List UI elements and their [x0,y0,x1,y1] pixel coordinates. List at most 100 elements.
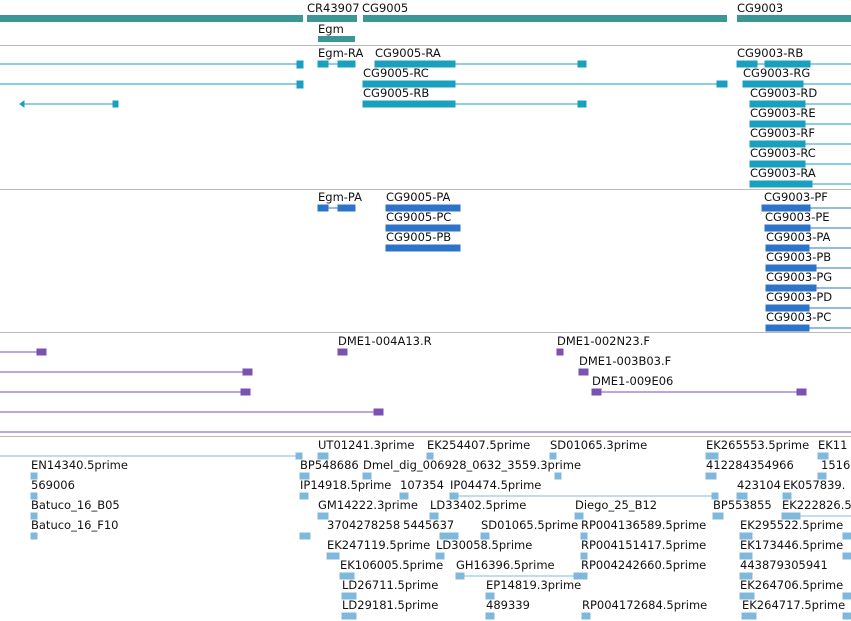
clone-end[interactable] [242,368,253,376]
transcript-exon[interactable] [742,80,804,88]
est-block[interactable] [480,532,490,540]
est-block[interactable] [299,532,311,540]
protein-exon[interactable] [765,264,817,272]
est-block[interactable] [842,552,851,560]
protein-exon[interactable] [385,244,461,252]
est-block[interactable] [739,532,753,540]
est-block[interactable] [30,512,38,520]
clone-end[interactable] [556,348,564,356]
est-block[interactable] [842,532,851,540]
est-block[interactable] [30,492,38,500]
est-block[interactable] [317,512,329,520]
est-block[interactable] [295,452,303,460]
est-block[interactable] [317,452,329,460]
gene-bar-cr43907[interactable] [0,15,303,22]
est-block[interactable] [842,592,851,600]
est-block[interactable] [299,472,310,480]
est-block[interactable] [574,512,584,520]
est-block[interactable] [739,572,753,580]
est-block[interactable] [341,612,357,620]
est-label: EK254407.5prime [427,438,531,452]
transcript-exon[interactable] [337,60,356,68]
est-block[interactable] [712,512,724,520]
est-block[interactable] [362,472,372,480]
transcript-exon[interactable] [764,60,811,68]
est-block[interactable] [30,472,38,480]
clone-end[interactable] [240,388,251,396]
gene-bar-cr43907-end[interactable] [307,15,357,22]
gene-bar-cg9003[interactable] [737,15,851,22]
est-label: EP14819.3prime [486,578,582,592]
est-block[interactable] [455,572,465,580]
est-block[interactable] [573,572,581,580]
est-block[interactable] [429,512,439,520]
est-label: EK264717.5prime [742,598,846,612]
transcript-exon[interactable] [749,180,813,188]
transcript-exon[interactable] [296,60,304,69]
protein-exon[interactable] [764,224,811,232]
est-block[interactable] [299,492,309,500]
est-block[interactable] [485,592,495,600]
transcript-exon[interactable] [749,160,806,168]
est-label: SD01065.3prime [550,438,648,452]
protein-exon[interactable] [761,204,811,212]
est-block[interactable] [782,492,792,500]
est-block[interactable] [549,452,557,460]
protein-label: CG9005-PA [386,190,451,204]
transcript-exon[interactable] [716,80,728,88]
transcript-exon[interactable] [374,60,456,68]
est-block[interactable] [705,472,717,480]
transcript-exon[interactable] [296,80,304,89]
track-separator [0,45,851,46]
est-block[interactable] [817,472,827,480]
transcript-exon[interactable] [362,100,456,108]
clone-end[interactable] [337,348,348,356]
gene-bar-egm[interactable] [318,36,355,42]
protein-exon[interactable] [765,284,817,292]
transcript-exon[interactable] [362,80,456,88]
clone-end[interactable] [591,388,602,396]
transcript-exon[interactable] [749,120,806,128]
est-block[interactable] [580,572,588,580]
est-block[interactable] [485,612,495,620]
est-block[interactable] [435,552,445,560]
est-block[interactable] [705,452,719,460]
protein-exon[interactable] [765,244,810,252]
gene-label-egm: Egm [318,22,344,36]
clone-end[interactable] [373,408,384,416]
transcript-exon[interactable] [749,140,806,148]
est-block[interactable] [399,492,409,500]
protein-exon[interactable] [385,224,461,232]
clone-end[interactable] [796,388,807,396]
est-block[interactable] [817,452,829,460]
est-block[interactable] [580,532,588,540]
est-block[interactable] [736,492,748,500]
transcript-exon[interactable] [112,100,119,108]
est-block[interactable] [739,592,755,600]
est-block[interactable] [741,612,757,620]
clone-end[interactable] [36,348,47,356]
est-block[interactable] [739,552,753,560]
est-block[interactable] [439,532,459,540]
gene-bar-cg9005[interactable] [363,15,727,22]
est-block[interactable] [581,612,591,620]
est-block[interactable] [711,492,719,500]
transcript-exon[interactable] [749,100,806,108]
est-block[interactable] [554,472,562,480]
est-block[interactable] [341,592,357,600]
clone-end[interactable] [578,368,589,376]
protein-exon[interactable] [385,204,461,212]
transcript-exon[interactable] [577,100,587,108]
est-block[interactable] [580,552,588,560]
est-label: EK264706.5prime [740,578,844,592]
transcript-exon[interactable] [736,60,758,68]
transcript-exon[interactable] [577,60,587,68]
est-block[interactable] [426,452,434,460]
protein-exon[interactable] [765,324,810,332]
transcript-exon[interactable] [317,60,329,68]
est-block[interactable] [339,572,355,580]
est-block[interactable] [842,612,851,620]
est-block[interactable] [326,552,340,560]
est-block[interactable] [30,532,38,540]
protein-exon[interactable] [765,304,810,312]
